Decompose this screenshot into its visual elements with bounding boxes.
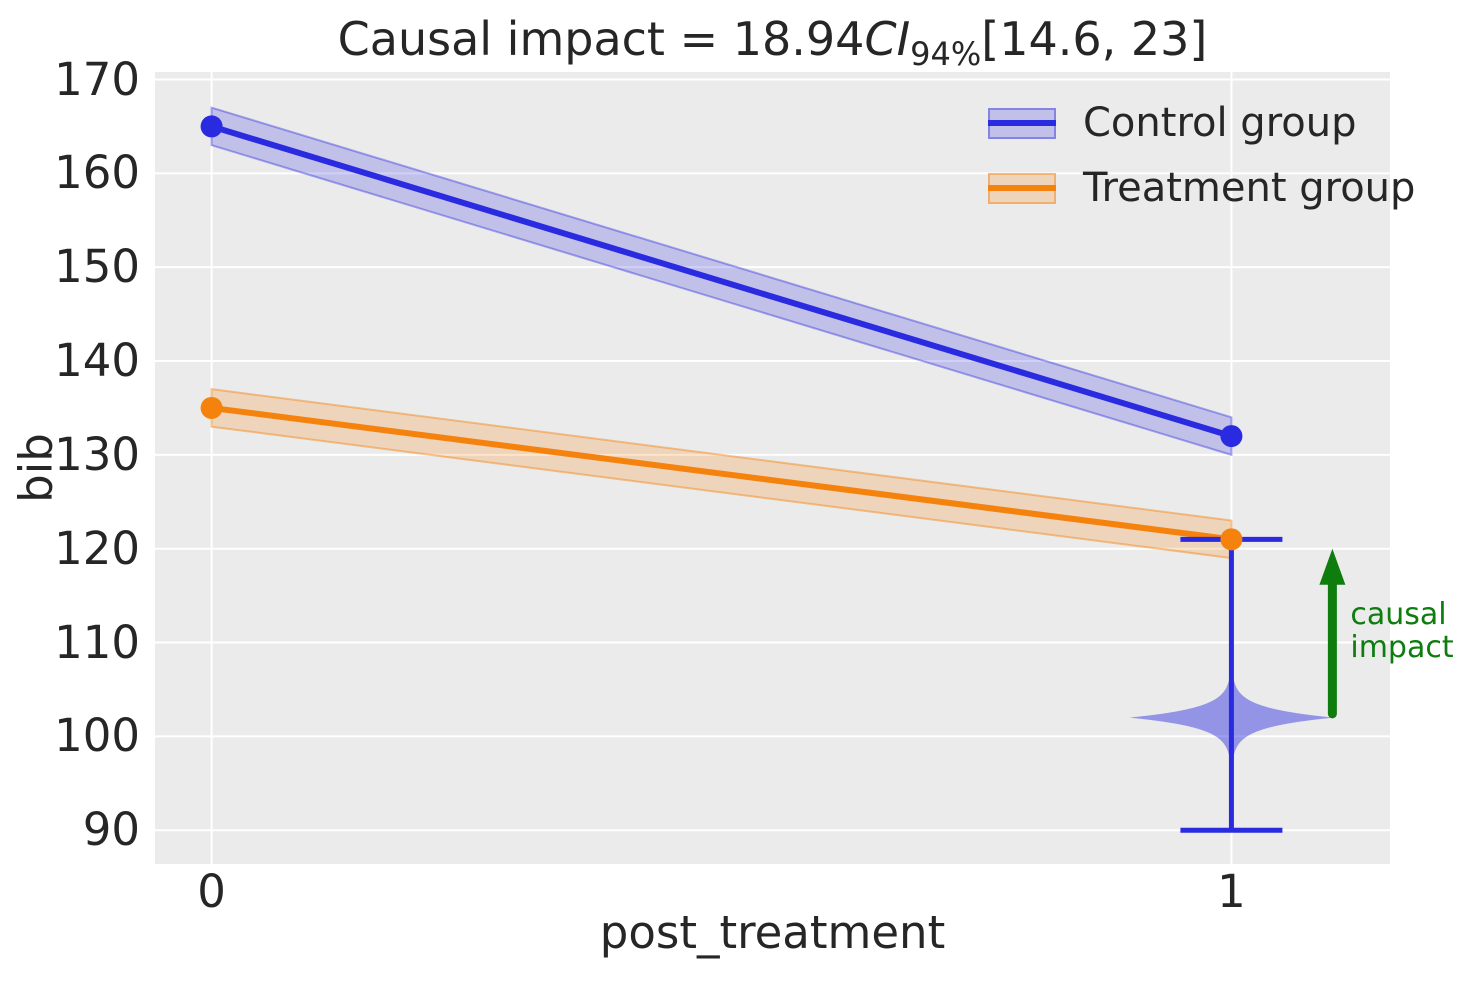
y-tick-label: 130 [54,427,140,481]
control-group-marker [1220,425,1243,448]
legend-label-treatment: Treatment group [1083,165,1416,211]
causal-impact-annotation: causal impact [1350,597,1454,666]
legend-entry-treatment: Treatment group [988,165,1415,211]
x-tick-label: 0 [197,865,226,918]
control-group-line [208,123,1235,440]
plot-area [155,72,1390,864]
x-axis-label: post_treatment [599,906,946,959]
control-line-swatch-icon [988,120,1056,126]
y-tick-label: 120 [54,521,140,575]
legend-swatch-treatment [988,172,1056,204]
control-group-marker [200,115,223,138]
treatment-line-swatch-icon [988,185,1056,191]
legend-label-control: Control group [1083,100,1357,146]
y-tick-label: 170 [54,52,140,106]
treatment-group-marker [1220,528,1243,551]
legend: Control group Treatment group [988,100,1415,230]
title-interval: [14.6, 23] [981,12,1208,66]
title-ci-subscript: 94% [910,35,982,73]
treatment-group-line [208,404,1235,543]
legend-entry-control: Control group [988,100,1415,146]
x-tick-label: 1 [1217,865,1246,918]
title-text: Causal impact = 18.94 [337,12,865,66]
y-tick-label: 150 [54,240,140,294]
causal-impact-arrow-head [1319,548,1346,585]
y-tick-label: 140 [54,334,140,388]
treatment-group-marker [200,396,223,419]
y-tick-label: 90 [82,803,140,857]
legend-swatch-control [988,107,1056,139]
title-ci-symbol: CI [864,12,911,66]
y-tick-label: 100 [54,709,140,763]
chart-title: Causal impact = 18.94CI94%[14.6, 23] [155,12,1390,73]
y-tick-label: 110 [54,615,140,669]
y-tick-label: 160 [54,146,140,200]
